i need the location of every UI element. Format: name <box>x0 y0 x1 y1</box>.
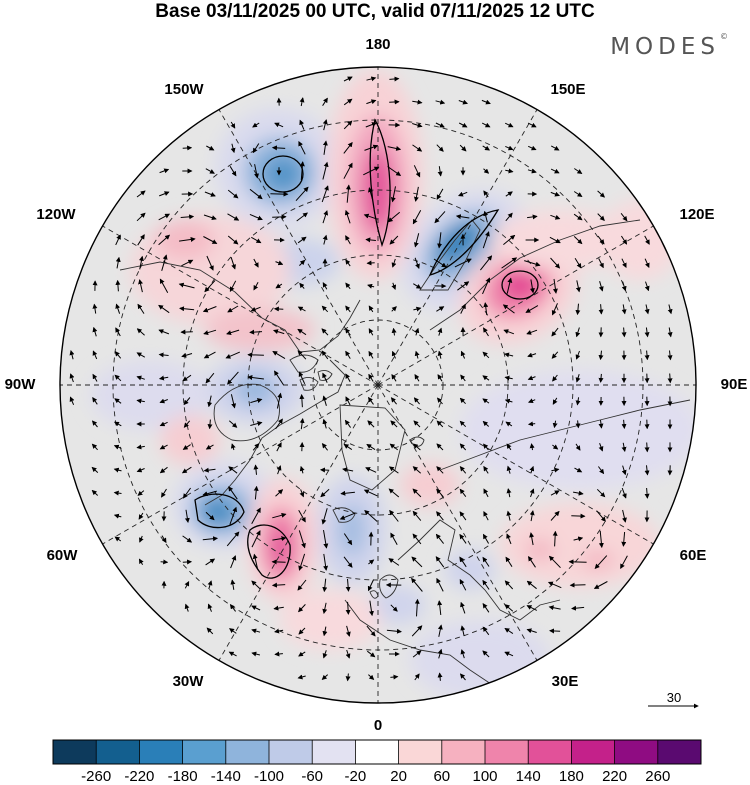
wind-arrow <box>183 562 191 563</box>
colorbar-swatch <box>139 740 183 764</box>
colorbar <box>53 740 701 764</box>
colorbar-tick-label: 20 <box>390 768 407 785</box>
colorbar-tick-label: 180 <box>559 768 584 785</box>
lon-label-90w: 90W <box>5 376 36 394</box>
colorbar-swatch <box>312 740 356 764</box>
colorbar-tick-label: -260 <box>81 768 111 785</box>
lon-label-150e: 150E <box>550 81 585 99</box>
page-title: Base 03/11/2025 00 UTC, valid 07/11/2025… <box>0 0 750 24</box>
colorbar-tick-label: -20 <box>345 768 367 785</box>
colorbar-swatch <box>53 740 97 764</box>
brand-mark: © <box>720 32 728 41</box>
brand-name: MODES <box>610 34 720 60</box>
lon-label-60e: 60E <box>680 547 707 565</box>
colorbar-swatch <box>399 740 443 764</box>
colorbar-tick-label: -60 <box>301 768 323 785</box>
colorbar-tick-label: -100 <box>254 768 284 785</box>
wind-arrow <box>389 102 399 103</box>
lon-label-120w: 120W <box>36 206 75 224</box>
colorbar-tick-label: 140 <box>516 768 541 785</box>
colorbar-tick-label: 60 <box>433 768 450 785</box>
colorbar-tick-label: -140 <box>211 768 241 785</box>
wind-arrow <box>670 374 671 383</box>
colorbar-swatch <box>571 740 615 764</box>
colorbar-swatch <box>528 740 572 764</box>
colorbar-swatch <box>658 740 702 764</box>
wind-arrow <box>550 631 560 632</box>
wind-arrow <box>647 443 648 452</box>
wind-arrow <box>571 585 586 586</box>
colorbar-tick-label: -180 <box>168 768 198 785</box>
lon-label-60w: 60W <box>47 547 78 565</box>
wind-arrow <box>248 355 264 356</box>
colorbar-swatch <box>615 740 659 764</box>
brand-logo: MODES© <box>610 34 728 60</box>
colorbar-swatch <box>226 740 269 764</box>
wind-reference-value: 30 <box>667 690 681 705</box>
colorbar-swatch <box>442 740 486 764</box>
lon-label-30e: 30E <box>552 673 579 691</box>
lon-label-120e: 120E <box>679 206 714 224</box>
colorbar-tick-label: 100 <box>472 768 497 785</box>
lon-label-180: 180 <box>365 36 390 54</box>
lon-label-0: 0 <box>374 717 382 735</box>
wind-arrow <box>161 562 168 563</box>
lon-label-150w: 150W <box>164 81 203 99</box>
colorbar-swatch <box>485 740 529 764</box>
colorbar-swatch <box>355 740 399 764</box>
lon-label-90e: 90E <box>721 376 748 394</box>
wind-arrow <box>272 217 286 218</box>
wind-arrow <box>367 263 374 264</box>
colorbar-swatch <box>183 740 227 764</box>
colorbar-swatch <box>96 740 140 764</box>
colorbar-tick-label: -220 <box>124 768 154 785</box>
colorbar-swatch <box>269 740 313 764</box>
wind-arrow <box>183 148 192 149</box>
lon-label-30w: 30W <box>173 673 204 691</box>
colorbar-tick-label: 260 <box>645 768 670 785</box>
wind-arrow <box>569 562 586 563</box>
colorbar-tick-label: 220 <box>602 768 627 785</box>
